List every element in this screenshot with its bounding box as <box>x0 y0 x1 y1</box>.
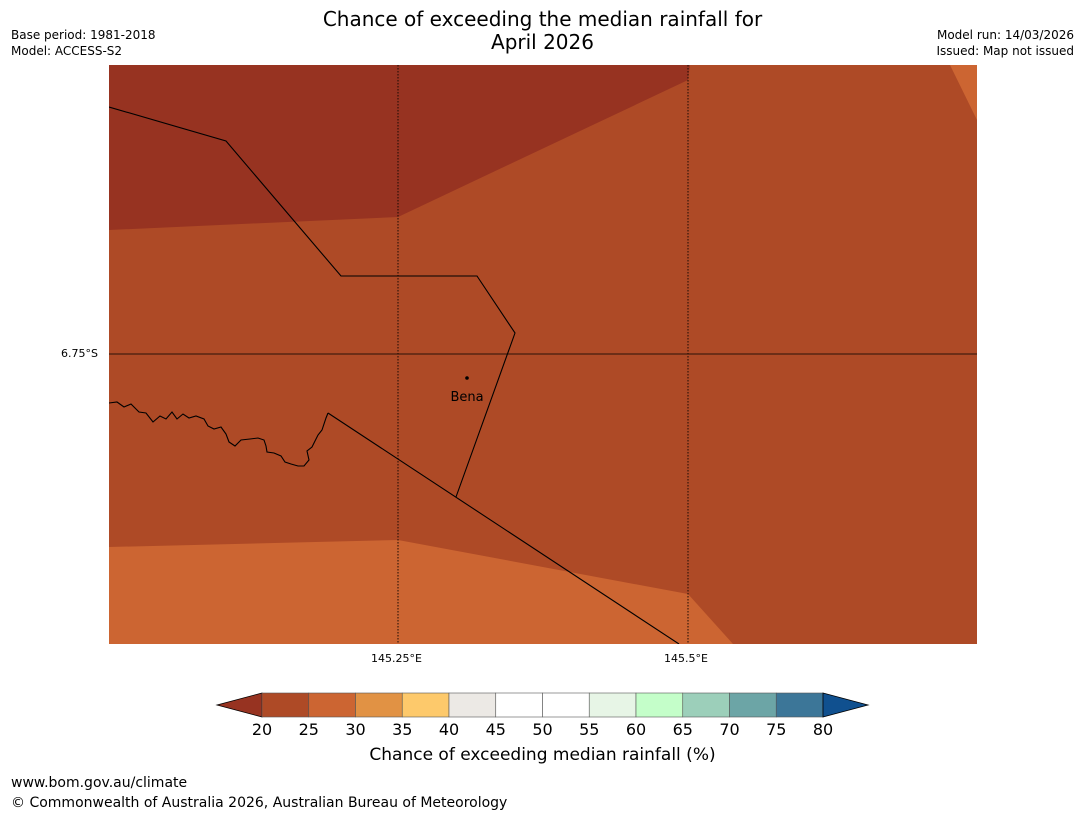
boundary-north <box>109 106 516 498</box>
river-line <box>109 401 329 467</box>
lon-axis-label-1: 145.25°E <box>371 652 422 665</box>
colorbar-arrow-low <box>215 692 263 718</box>
model-text: Model: ACCESS-S2 <box>11 44 123 58</box>
colorbar-tick-55: 55 <box>579 720 600 739</box>
colorbar-tick-40: 40 <box>438 720 460 739</box>
colorbar-tick-25: 25 <box>298 720 319 739</box>
map-title-line1: Chance of exceeding the median rainfall … <box>322 7 763 31</box>
colorbar-tick-60: 60 <box>625 720 647 739</box>
region-20-25 <box>109 65 690 230</box>
colorbar-segment-20-25 <box>261 692 310 718</box>
colorbar-segment-70-75 <box>729 692 777 718</box>
region-30-35-corner <box>950 65 977 120</box>
colorbar-tick-20: 20 <box>251 720 273 739</box>
colorbar-tick-70: 70 <box>719 720 740 739</box>
colorbar-segment-30-35 <box>355 692 403 718</box>
model-run-text: Model run: 14/03/2026 <box>936 28 1074 42</box>
colorbar-tick-50: 50 <box>532 720 553 739</box>
boundary-south <box>327 412 680 644</box>
colorbar-segment-75-80 <box>775 692 824 718</box>
colorbar-segment-55-60 <box>588 692 637 718</box>
colorbar-segment-60-65 <box>635 692 684 718</box>
colorbar-tick-35: 35 <box>392 720 413 739</box>
lat-axis-label: 6.75°S <box>61 347 98 360</box>
colorbar-tick-30: 30 <box>345 720 366 739</box>
bena-marker <box>465 376 469 380</box>
region-30-35-bottom <box>109 540 733 644</box>
footer-copyright: © Commonwealth of Australia 2026, Austra… <box>11 795 508 811</box>
colorbar-tick-75: 75 <box>766 720 787 739</box>
colorbar-tick-80: 80 <box>812 720 834 739</box>
colorbar-segment-45-50 <box>495 692 543 718</box>
map-title-line2: April 2026 <box>491 30 594 54</box>
colorbar <box>215 692 870 718</box>
colorbar-segment-50-55 <box>542 692 590 718</box>
footer-url: www.bom.gov.au/climate <box>11 775 188 791</box>
rainfall-map: Bena <box>109 65 977 644</box>
colorbar-arrow-high <box>822 692 870 718</box>
colorbar-label: Chance of exceeding median rainfall (%) <box>369 745 716 765</box>
colorbar-tick-65: 65 <box>672 720 693 739</box>
colorbar-segment-40-45 <box>448 692 497 718</box>
issued-text: Issued: Map not issued <box>936 44 1074 58</box>
base-period-text: Base period: 1981-2018 <box>11 28 156 42</box>
colorbar-tick-45: 45 <box>485 720 506 739</box>
colorbar-segment-25-30 <box>308 692 356 718</box>
colorbar-segment-35-40 <box>401 692 450 718</box>
lon-axis-label-2: 145.5°E <box>664 652 708 665</box>
bena-label: Bena <box>450 390 483 405</box>
colorbar-segment-65-70 <box>682 692 730 718</box>
